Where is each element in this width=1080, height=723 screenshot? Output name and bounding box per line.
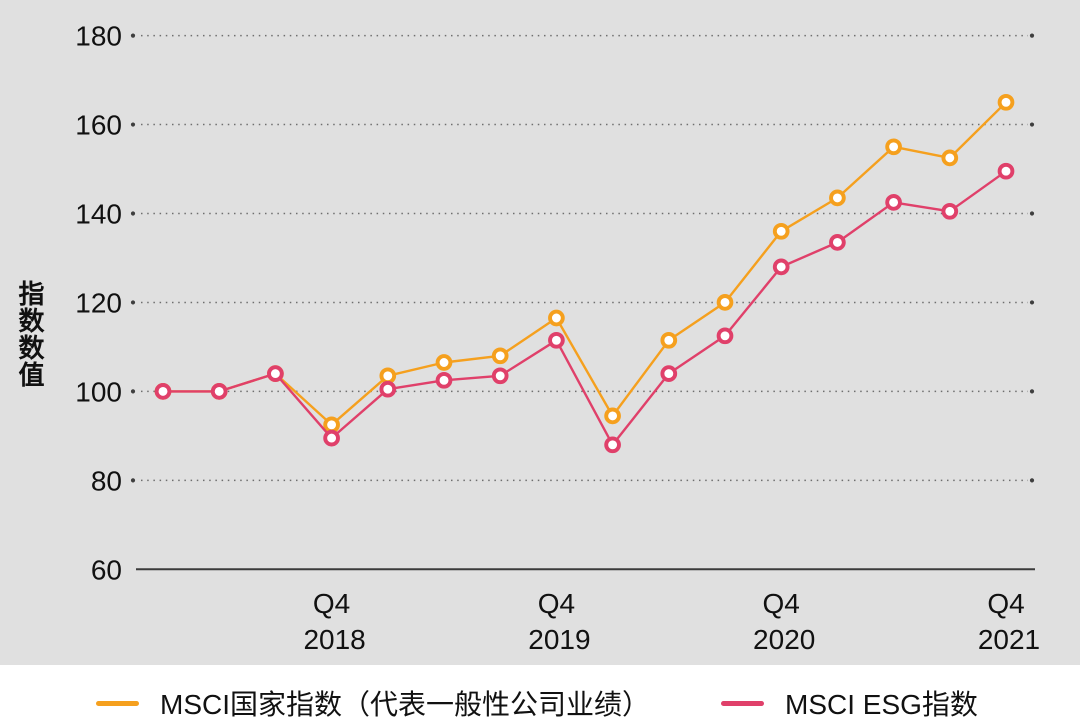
country-index-marker bbox=[548, 309, 565, 327]
x-tick-quarter-label: Q4 bbox=[313, 588, 350, 619]
country-index-marker bbox=[772, 222, 790, 240]
esg-index-marker bbox=[885, 194, 902, 211]
gridline-left-tick-dot bbox=[130, 211, 136, 216]
x-tick-quarter-label: Q4 bbox=[987, 588, 1024, 619]
esg-index-marker bbox=[210, 383, 228, 400]
esg-index-marker bbox=[997, 162, 1015, 180]
country-index-marker bbox=[604, 407, 621, 425]
country-index-line bbox=[163, 101, 1007, 426]
country-index-marker bbox=[941, 149, 959, 167]
esg-index-marker bbox=[548, 331, 565, 349]
gridline-left-tick-dot bbox=[130, 122, 136, 127]
y-tick-label: 100 bbox=[75, 376, 122, 407]
esg-index-marker bbox=[660, 365, 678, 382]
country-index-marker bbox=[660, 331, 678, 349]
gridline-right-tick-dot bbox=[1029, 122, 1035, 127]
x-tick-quarter-label: Q4 bbox=[763, 588, 800, 619]
esg-index-marker bbox=[154, 383, 172, 400]
country-index-marker bbox=[379, 367, 397, 385]
gridline-right-tick-dot bbox=[1029, 211, 1035, 216]
esg-index-swatch bbox=[721, 700, 764, 706]
y-axis-title: 指数数值 bbox=[15, 280, 45, 388]
esg-index-marker bbox=[323, 429, 340, 447]
x-tick-year-label: 2020 bbox=[753, 624, 815, 655]
country-index-marker bbox=[885, 138, 902, 156]
y-tick-label: 60 bbox=[91, 554, 122, 585]
y-tick-label: 120 bbox=[75, 287, 122, 318]
country-index-marker bbox=[829, 189, 846, 207]
esg-index-marker bbox=[941, 202, 959, 220]
country-index-marker bbox=[997, 93, 1015, 111]
y-tick-label: 180 bbox=[75, 21, 122, 52]
gridline-left-tick-dot bbox=[130, 478, 136, 483]
gridline-right-tick-dot bbox=[1029, 300, 1035, 305]
esg-index-label: MSCI ESG指数 bbox=[785, 689, 978, 720]
esg-index-marker bbox=[379, 380, 397, 398]
gridline-right-tick-dot bbox=[1029, 33, 1035, 38]
x-tick-year-label: 2021 bbox=[978, 624, 1040, 655]
esg-index-marker bbox=[604, 436, 621, 454]
country-index-marker bbox=[491, 347, 509, 365]
country-index-marker bbox=[435, 354, 453, 371]
country-index-swatch bbox=[96, 700, 139, 706]
gridline-right-tick-dot bbox=[1029, 478, 1035, 483]
legend-item-esg-index: MSCI ESG指数 bbox=[721, 684, 978, 722]
y-tick-label: 160 bbox=[75, 110, 122, 141]
esg-index-marker bbox=[829, 234, 846, 251]
esg-index-marker bbox=[267, 365, 284, 382]
country-index-marker bbox=[323, 416, 340, 434]
esg-index-marker bbox=[772, 258, 790, 276]
x-tick-year-label: 2018 bbox=[303, 624, 365, 655]
line-chart: 180 160 140 120 100 80 60 Q4 2018 Q4 2019 Q4 2020 Q4 2… bbox=[75, 21, 1040, 655]
esg-index-marker bbox=[491, 367, 509, 385]
gridline-left-tick-dot bbox=[130, 389, 136, 394]
legend-item-country-index: MSCI国家指数（代表一般性公司业绩） bbox=[96, 684, 650, 722]
x-tick-quarter-label: Q4 bbox=[538, 588, 575, 619]
x-tick-year-label: 2019 bbox=[528, 624, 590, 655]
legend: MSCI国家指数（代表一般性公司业绩） MSCI ESG指数 bbox=[0, 684, 1080, 722]
chart-panel: 指数数值 180 160 140 120 100 80 60 Q4 2018 Q4 2019 Q4 20… bbox=[0, 0, 1080, 665]
country-index-label: MSCI国家指数（代表一般性公司业绩） bbox=[160, 689, 651, 720]
esg-index-line bbox=[163, 170, 1007, 446]
y-tick-label: 140 bbox=[75, 199, 122, 230]
y-tick-label: 80 bbox=[91, 465, 122, 496]
esg-index-marker bbox=[435, 371, 453, 389]
esg-index-marker bbox=[716, 327, 734, 345]
country-index-marker bbox=[716, 294, 734, 311]
gridline-right-tick-dot bbox=[1029, 389, 1035, 394]
gridline-left-tick-dot bbox=[130, 33, 136, 38]
gridline-left-tick-dot bbox=[130, 300, 136, 305]
